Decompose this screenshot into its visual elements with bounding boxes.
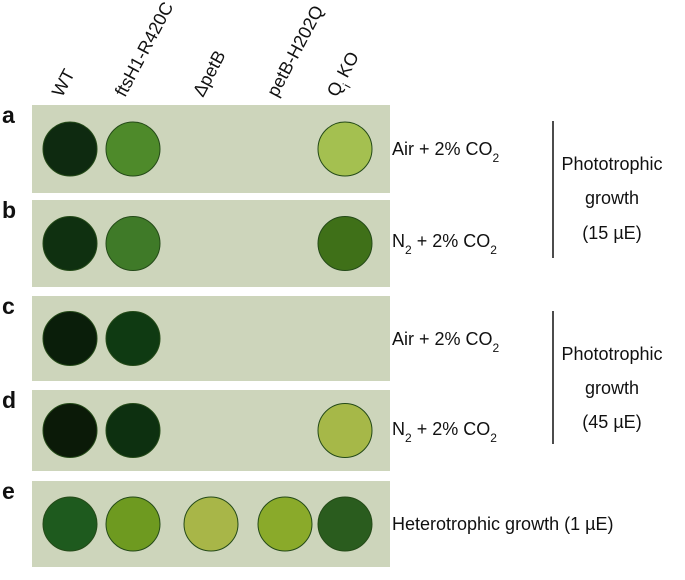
row-letter: d [2, 387, 16, 413]
condition-text: + 2% CO [412, 419, 491, 439]
group-label: (15 µE) [582, 223, 641, 243]
label-text: WT [48, 66, 79, 100]
colony-spot [317, 216, 373, 271]
condition-sub: 2 [490, 431, 497, 445]
colony-spot [105, 121, 161, 177]
colony-spot [317, 403, 373, 458]
condition-label: Air + 2% CO2 [392, 329, 500, 355]
colony-spot [183, 496, 239, 552]
group-label: (45 µE) [582, 412, 641, 432]
condition-label: Heterotrophic growth (1 µE) [392, 514, 613, 534]
colony-spot [317, 496, 373, 552]
colony-spot [42, 216, 98, 271]
condition-text: Heterotrophic growth (1 µE) [392, 514, 613, 534]
colony-spot [42, 121, 98, 177]
colony-spot [257, 496, 313, 552]
colony-spot [105, 403, 161, 458]
group-label: Phototrophic [561, 154, 662, 174]
column-label: Qi KO [323, 48, 368, 102]
row-letter: a [2, 102, 15, 128]
column-label: petB-H202Q [263, 2, 328, 100]
colony-spot [42, 496, 98, 552]
column-label: ftsH1-R420C [111, 0, 178, 100]
condition-text: + 2% CO [412, 231, 491, 251]
condition-text: Air + 2% CO [392, 329, 493, 349]
row-letter: e [2, 478, 15, 504]
colony-spot [42, 311, 98, 366]
condition-text: Air + 2% CO [392, 139, 493, 159]
group-label: growth [585, 188, 639, 208]
condition-label: N2 + 2% CO2 [392, 419, 497, 445]
condition-text: N [392, 419, 405, 439]
condition-sub: 2 [493, 151, 500, 165]
condition-sub: 2 [405, 243, 412, 257]
colony-spot [317, 121, 373, 177]
group-label: Phototrophic [561, 344, 662, 364]
label-text: petB-H202Q [263, 2, 328, 100]
colony-spot [42, 403, 98, 458]
column-label: ΔpetB [189, 47, 230, 100]
column-label: WT [48, 66, 79, 100]
label-text: KO [331, 48, 363, 85]
condition-sub: 2 [405, 431, 412, 445]
condition-sub: 2 [493, 341, 500, 355]
colony-spot [105, 216, 161, 271]
condition-sub: 2 [490, 243, 497, 257]
label-text: ΔpetB [189, 47, 230, 100]
row-letter: c [2, 293, 15, 319]
row-letter: b [2, 197, 16, 223]
colony-spot [105, 311, 161, 366]
condition-label: N2 + 2% CO2 [392, 231, 497, 257]
label-sub: i [340, 81, 354, 90]
group-label: growth [585, 378, 639, 398]
label-text: ftsH1-R420C [111, 0, 178, 100]
condition-text: N [392, 231, 405, 251]
condition-label: Air + 2% CO2 [392, 139, 500, 165]
colony-spot [105, 496, 161, 552]
